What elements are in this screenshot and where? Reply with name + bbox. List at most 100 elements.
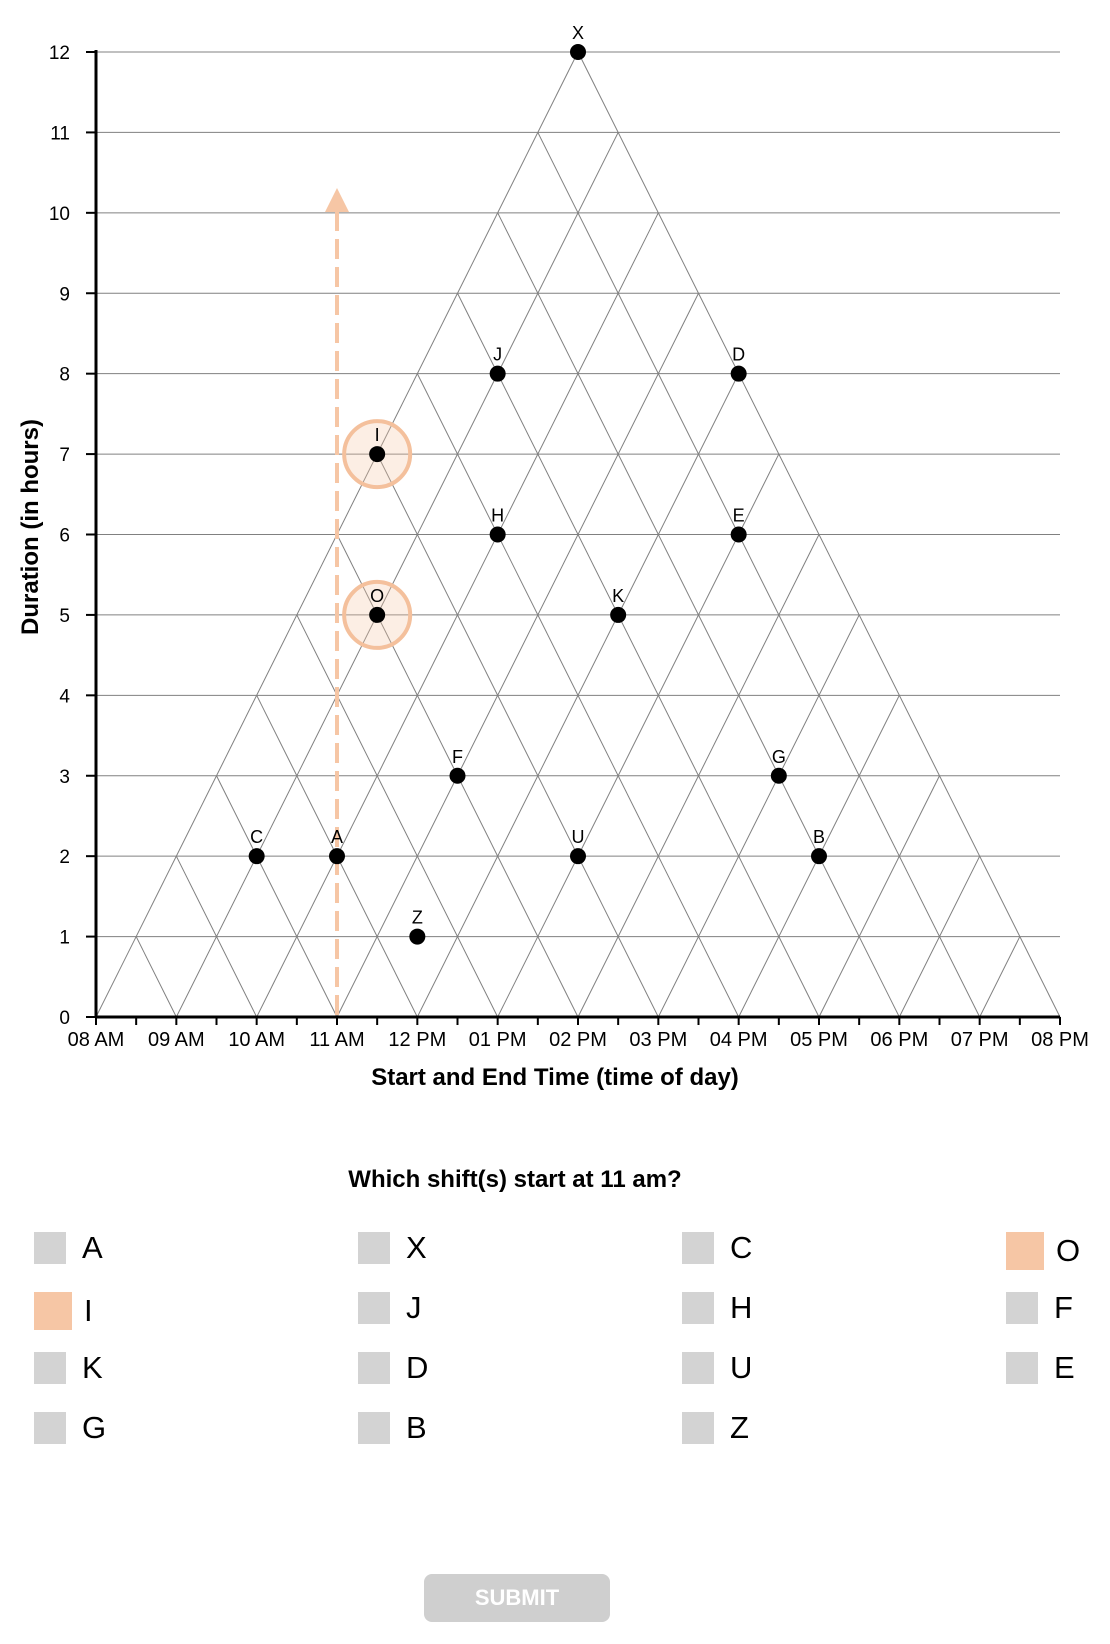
option-c[interactable]: C	[682, 1232, 752, 1264]
start-time-guide	[325, 188, 349, 1015]
horizontal-gridlines	[96, 51, 1060, 938]
gridline-end	[216, 775, 338, 1018]
option-k[interactable]: K	[34, 1352, 103, 1384]
option-checkbox[interactable]	[682, 1292, 714, 1324]
y-tick-label: 7	[59, 445, 70, 466]
option-j[interactable]: J	[358, 1292, 422, 1324]
option-checkbox[interactable]	[34, 1232, 66, 1264]
option-checkbox[interactable]	[682, 1412, 714, 1444]
shift-point-d	[730, 365, 747, 382]
submit-button[interactable]: SUBMIT	[424, 1574, 610, 1622]
option-checkbox[interactable]	[358, 1352, 390, 1384]
shift-point-label: U	[572, 827, 585, 847]
option-checkbox[interactable]	[358, 1232, 390, 1264]
option-label: O	[1056, 1233, 1081, 1268]
shift-point-label: G	[772, 747, 786, 767]
shift-point-label: D	[732, 345, 745, 365]
x-tick-label: 08 AM	[68, 1029, 125, 1051]
gridline-end	[416, 373, 740, 1018]
x-tick-label: 08 PM	[1031, 1029, 1089, 1051]
x-tick-label: 10 AM	[228, 1029, 285, 1051]
x-tick-label: 12 PM	[388, 1029, 446, 1051]
shift-point-label: K	[612, 586, 624, 606]
x-tick-label: 06 PM	[870, 1029, 928, 1051]
gridline-end	[497, 212, 900, 1018]
shift-point-h	[489, 526, 506, 543]
option-checkbox[interactable]	[1006, 1352, 1038, 1384]
option-label: F	[1054, 1290, 1073, 1325]
option-o[interactable]: O	[1006, 1232, 1080, 1270]
x-tick-label: 05 PM	[790, 1029, 848, 1051]
gridline-end	[577, 51, 1061, 1018]
option-z[interactable]: Z	[682, 1412, 749, 1444]
option-checkbox[interactable]	[358, 1292, 390, 1324]
y-tick-label: 11	[50, 123, 70, 144]
option-a[interactable]: A	[34, 1232, 103, 1264]
y-tick-label: 10	[49, 204, 70, 225]
shift-point-k	[610, 606, 627, 623]
option-e[interactable]: E	[1006, 1352, 1075, 1384]
y-tick-label: 6	[59, 526, 70, 547]
shift-point-f	[449, 767, 466, 784]
y-tick-label: 1	[59, 928, 70, 949]
y-tick-label: 2	[59, 847, 70, 868]
option-h[interactable]: H	[682, 1292, 752, 1324]
shift-point-e	[730, 526, 747, 543]
answer-options: A X C O I J H F K D U E G B Z	[0, 1232, 1110, 1492]
shift-point-g	[770, 767, 787, 784]
x-tick-label: 02 PM	[549, 1029, 607, 1051]
gridline-end	[135, 936, 177, 1018]
x-tick-label: 07 PM	[951, 1029, 1009, 1051]
option-d[interactable]: D	[358, 1352, 428, 1384]
shift-point-i	[369, 446, 386, 463]
x-axis-title: Start and End Time (time of day)	[371, 1064, 739, 1091]
y-tick-label: 9	[59, 284, 70, 305]
option-label: X	[406, 1230, 427, 1265]
option-u[interactable]: U	[682, 1352, 752, 1384]
gridline-end	[175, 855, 258, 1018]
shift-point-u	[570, 848, 586, 865]
shift-points: X J D I H E O K F G C A U B Z	[248, 23, 827, 945]
shift-point-label: F	[452, 747, 463, 767]
shift-point-a	[329, 848, 345, 865]
gridline-start	[657, 614, 860, 1018]
option-checkbox[interactable]	[1006, 1292, 1038, 1324]
shift-point-b	[811, 848, 827, 865]
option-checkbox[interactable]	[682, 1352, 714, 1384]
shift-point-label: E	[733, 506, 745, 526]
option-f[interactable]: F	[1006, 1292, 1073, 1324]
option-checkbox[interactable]	[34, 1412, 66, 1444]
option-checkbox[interactable]	[1006, 1232, 1044, 1270]
y-tick-label: 3	[59, 767, 70, 788]
gridline-end	[376, 453, 659, 1018]
shift-point-z	[409, 928, 426, 945]
shift-point-o	[369, 606, 386, 623]
option-label: H	[730, 1290, 753, 1325]
option-label: B	[406, 1410, 427, 1445]
gridline-start	[336, 293, 699, 1018]
option-label: Z	[730, 1410, 749, 1445]
option-label: U	[730, 1350, 753, 1385]
shift-point-j	[489, 365, 506, 382]
option-x[interactable]: X	[358, 1232, 427, 1264]
x-tick-label: 03 PM	[629, 1029, 687, 1051]
gridline-start	[979, 936, 1021, 1018]
gridline-end	[296, 614, 499, 1018]
option-checkbox[interactable]	[358, 1412, 390, 1444]
shift-point-label: X	[572, 23, 584, 43]
shift-point-c	[248, 848, 265, 865]
option-b[interactable]: B	[358, 1412, 427, 1444]
option-g[interactable]: G	[34, 1412, 106, 1444]
shift-point-label: C	[250, 827, 263, 847]
option-label: E	[1054, 1350, 1075, 1385]
option-checkbox[interactable]	[34, 1292, 72, 1330]
option-label: I	[84, 1293, 93, 1328]
shift-point-label: B	[813, 827, 825, 847]
option-i[interactable]: I	[34, 1292, 93, 1330]
y-tick-label: 0	[59, 1008, 70, 1029]
option-checkbox[interactable]	[34, 1352, 66, 1384]
option-checkbox[interactable]	[682, 1232, 714, 1264]
option-label: A	[82, 1230, 103, 1265]
